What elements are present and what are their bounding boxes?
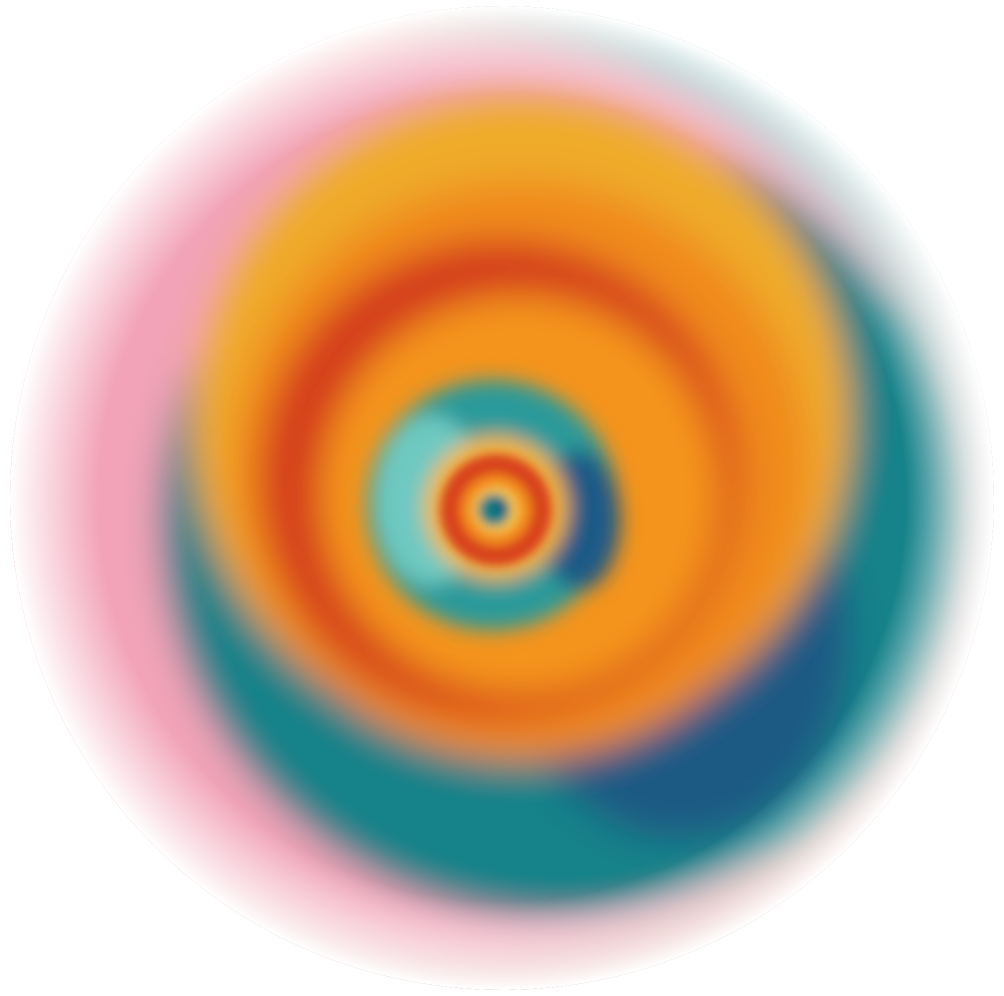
- edge-fade: [10, 6, 994, 990]
- rings-group: [10, 6, 994, 990]
